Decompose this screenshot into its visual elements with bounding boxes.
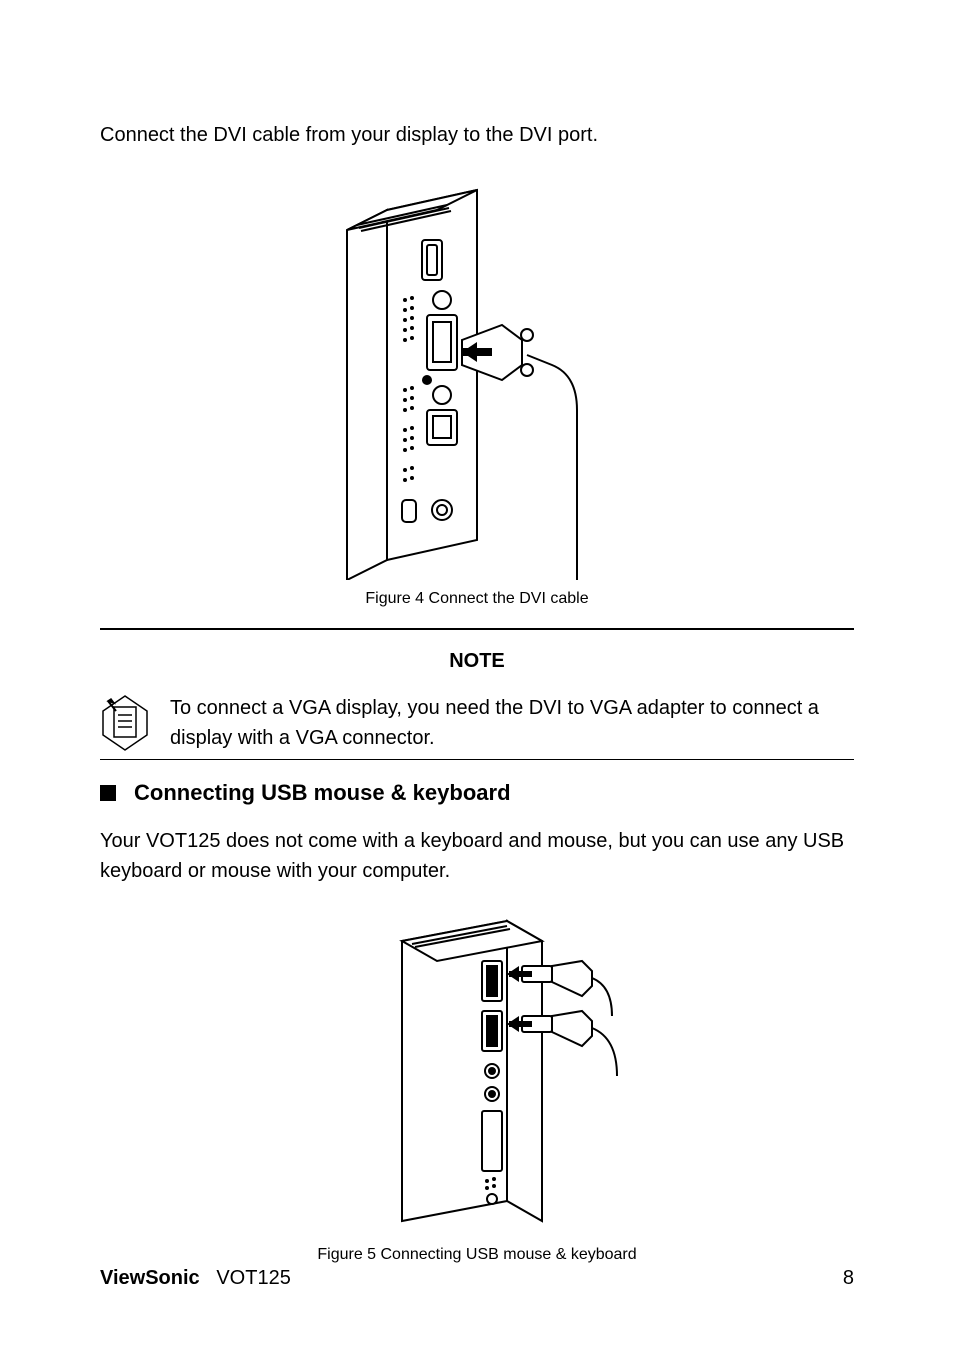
note-icon (100, 693, 150, 753)
intro-text: Connect the DVI cable from your display … (100, 120, 854, 150)
section-heading-text: Connecting USB mouse & keyboard (134, 780, 511, 806)
figure-usb-caption: Figure 5 Connecting USB mouse & keyboard (100, 1246, 854, 1264)
footer-brand-model: ViewSonic VOT125 (100, 1267, 291, 1290)
figure-dvi (100, 180, 854, 580)
figure-usb (100, 916, 854, 1236)
footer-brand: ViewSonic (100, 1267, 200, 1289)
figure-dvi-caption: Figure 4 Connect the DVI cable (100, 590, 854, 608)
note-text: To connect a VGA display, you need the D… (170, 693, 854, 753)
divider-top (100, 628, 854, 630)
dvi-device-illustration (327, 180, 627, 580)
section-heading: Connecting USB mouse & keyboard (100, 780, 854, 806)
page-footer: ViewSonic VOT125 8 (100, 1267, 854, 1290)
usb-device-illustration (327, 916, 627, 1236)
divider-bottom (100, 759, 854, 760)
note-title: NOTE (100, 650, 854, 673)
bullet-icon (100, 785, 116, 801)
footer-page-number: 8 (843, 1267, 854, 1290)
footer-model: VOT125 (216, 1267, 290, 1289)
section-text: Your VOT125 does not come with a keyboar… (100, 826, 854, 886)
